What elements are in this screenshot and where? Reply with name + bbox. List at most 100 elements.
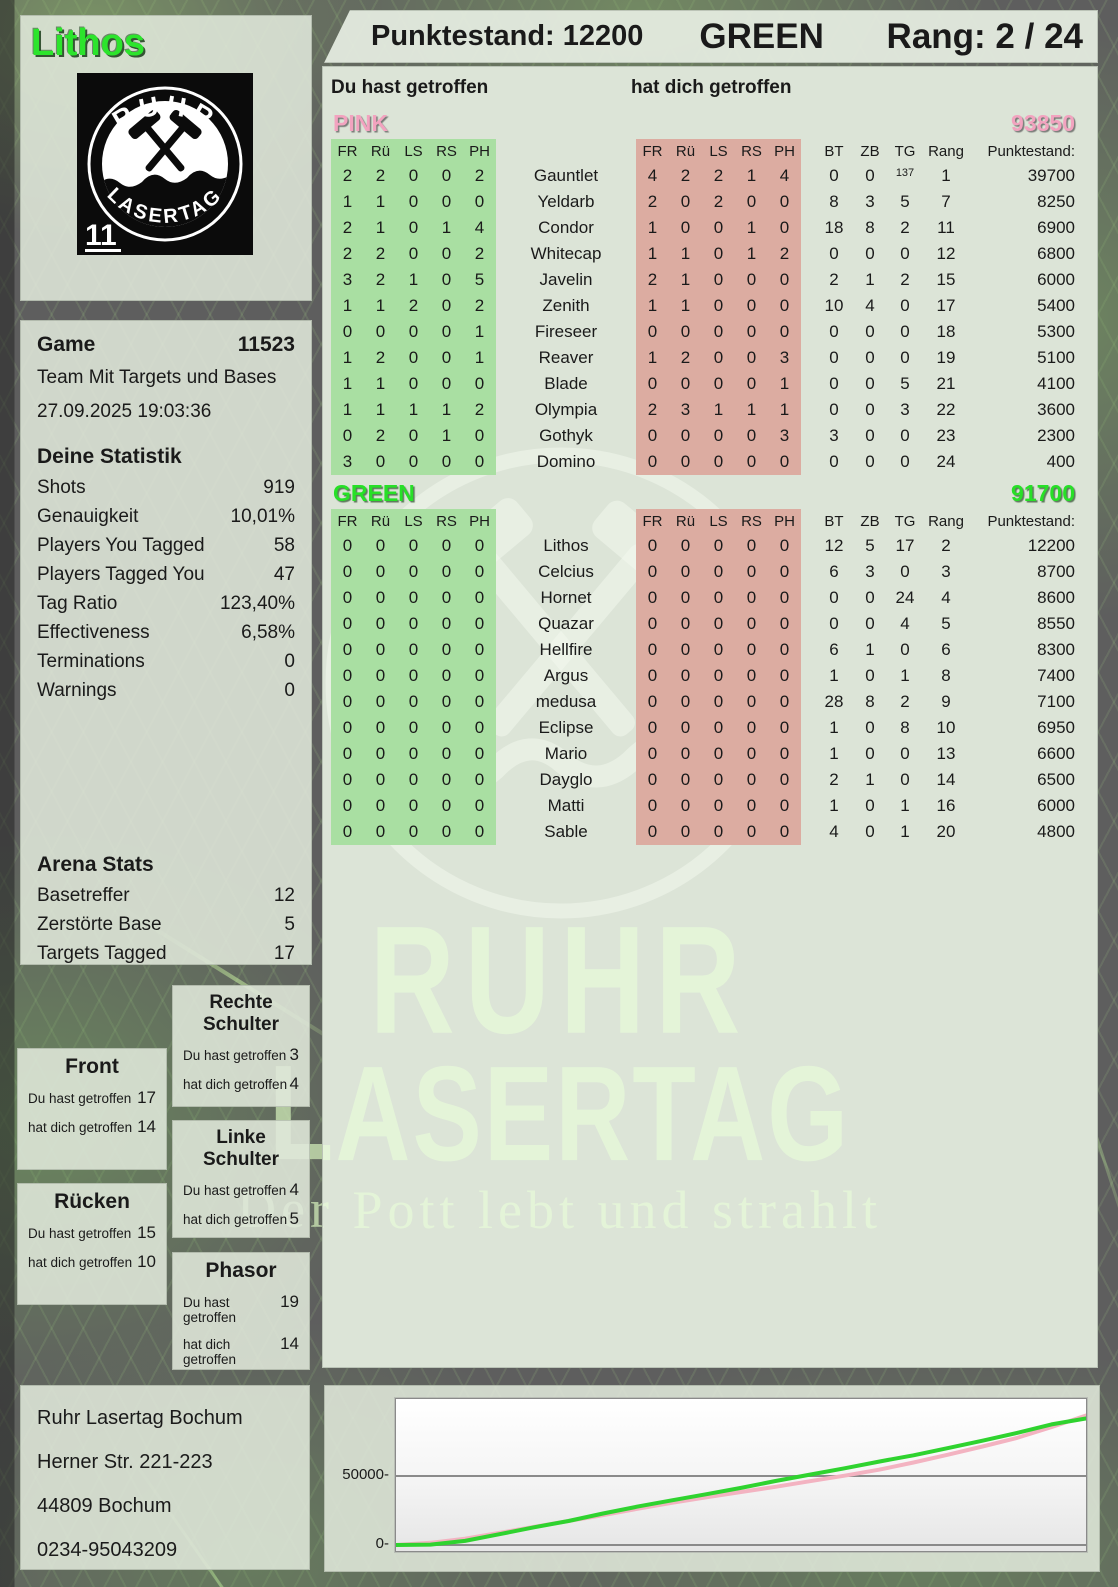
you-hit-count: 1: [430, 215, 463, 241]
bodypart-you-label: Du hast getroffen: [183, 1048, 287, 1063]
bodypart-box-linke-schulter: Linke Schulter Du hast getroffen 4 hat di…: [172, 1120, 310, 1238]
hit-you-count: 0: [768, 611, 801, 637]
rank-value: 7: [941, 192, 951, 211]
hit-you-count: 0: [768, 215, 801, 241]
score-series-pink: [394, 1413, 1088, 1547]
player-row: 0 0 0 0 0 Celcius 0 0 0 0 0 6 3 0 3 8700: [331, 559, 1089, 585]
zb-value: 0: [865, 822, 875, 841]
table-header-row: FR Rü LS RS PH FR Rü LS RS PH BT ZB TG Rang Punktestan…: [331, 509, 1089, 533]
stat-value: 919: [263, 477, 295, 498]
address-line: 44809 Bochum: [37, 1495, 172, 1517]
column-header: LS: [702, 139, 735, 163]
hit-you-count: 1: [768, 397, 801, 423]
you-hit-count: 2: [364, 241, 397, 267]
player-row: 1 1 0 0 0 Yeldarb 2 0 2 0 0 8 3 5 7 8250: [331, 189, 1089, 215]
hit-you-count: 0: [702, 267, 735, 293]
hit-you-count: 0: [735, 793, 768, 819]
team-score-value: 93850: [1011, 109, 1075, 136]
you-hit-count: 0: [430, 741, 463, 767]
rank-label: Rang: 2 / 24: [886, 16, 1083, 56]
points-value: 5400: [1037, 296, 1075, 315]
you-hit-count: 0: [463, 449, 496, 475]
column-header: Rü: [669, 509, 702, 533]
zb-value: 8: [865, 692, 875, 711]
bt-value: 0: [829, 166, 839, 185]
hit-you-count: 0: [702, 767, 735, 793]
points-value: 6000: [1037, 796, 1075, 815]
column-header: PH: [463, 139, 496, 163]
zb-value: 0: [865, 796, 875, 815]
bodypart-them-label: hat dich getroffen: [183, 1337, 237, 1367]
hit-you-count: 0: [735, 585, 768, 611]
you-hit-count: 0: [397, 559, 430, 585]
hit-you-count: 0: [636, 793, 669, 819]
tg-value: 0: [900, 322, 910, 341]
hit-you-count: 0: [735, 371, 768, 397]
points-value: 7400: [1037, 666, 1075, 685]
stat-value: 0: [284, 651, 295, 672]
player-row: 0 0 0 0 0 Quazar 0 0 0 0 0 0 0 4 5 8550: [331, 611, 1089, 637]
player-name-cell: Javelin: [539, 270, 593, 289]
address-line: 0234-95043209: [37, 1539, 178, 1561]
player-row: 1 1 0 0 0 Blade 0 0 0 0 1 0 0 5 21 4100: [331, 371, 1089, 397]
you-hit-count: 0: [364, 319, 397, 345]
club-logo: RUHR LASERTAG 11: [77, 73, 253, 260]
column-header: Rü: [364, 509, 397, 533]
hit-you-count: 0: [735, 449, 768, 475]
hit-you-count: 0: [636, 371, 669, 397]
column-header: RS: [735, 509, 768, 533]
hit-you-count: 0: [669, 189, 702, 215]
column-header: BT: [824, 512, 844, 530]
you-hit-count: 0: [364, 585, 397, 611]
hit-you-count: 0: [735, 767, 768, 793]
you-hit-count: 1: [430, 423, 463, 449]
you-hit-count: 0: [463, 741, 496, 767]
player-name-cell: medusa: [535, 692, 597, 711]
you-hit-count: 0: [430, 793, 463, 819]
hit-you-count: 0: [702, 533, 735, 559]
hit-you-count: 0: [702, 793, 735, 819]
bodypart-them-label: hat dich getroffen: [28, 1120, 133, 1135]
stat-label: Zerstörte Base: [37, 914, 162, 935]
points-value: 8300: [1037, 640, 1075, 659]
player-name-cell: Hellfire: [539, 640, 593, 659]
tg-value: 0: [900, 640, 910, 659]
team-section-pink: PINK 93850 FR Rü LS RS PH FR Rü LS RS PH BT ZB TG Rang P…: [331, 107, 1089, 475]
hit-you-count: 0: [702, 637, 735, 663]
you-hit-count: 1: [364, 189, 397, 215]
zb-value: 0: [865, 718, 875, 737]
player-name-cell: Celcius: [538, 562, 594, 581]
rank-value: 3: [941, 562, 951, 581]
stat-value: 12: [273, 885, 295, 906]
bt-value: 0: [829, 400, 839, 419]
player-name-cell: Matti: [547, 796, 585, 815]
you-hit-count: 0: [430, 163, 463, 189]
hit-you-count: 0: [735, 293, 768, 319]
you-hit-count: 0: [430, 819, 463, 845]
points-value: 2300: [1037, 426, 1075, 445]
player-name-cell: Lithos: [543, 536, 589, 555]
you-hit-count: 0: [364, 533, 397, 559]
player-row: 0 0 0 0 1 Fireseer 0 0 0 0 0 0 0 0 18 5300: [331, 319, 1089, 345]
zb-value: 5: [865, 536, 875, 555]
stat-label: Shots: [37, 477, 86, 498]
hit-you-count: 0: [702, 689, 735, 715]
bt-value: 1: [829, 796, 839, 815]
you-hit-count: 1: [364, 397, 397, 423]
zb-value: 1: [865, 270, 875, 289]
hit-you-count: 0: [735, 611, 768, 637]
hit-you-count: 0: [669, 819, 702, 845]
player-name-cell: Dayglo: [539, 770, 593, 789]
hit-you-count: 4: [636, 163, 669, 189]
you-hit-count: 0: [397, 533, 430, 559]
hit-you-count: 0: [735, 689, 768, 715]
tg-value: 1: [900, 666, 910, 685]
rank-value: 18: [936, 322, 956, 341]
hit-you-count: 2: [702, 163, 735, 189]
rank-value: 17: [936, 296, 956, 315]
you-hit-count: 0: [331, 767, 364, 793]
hit-you-count: 1: [636, 293, 669, 319]
you-hit-count: 0: [463, 533, 496, 559]
tg-value: 3: [900, 400, 910, 419]
